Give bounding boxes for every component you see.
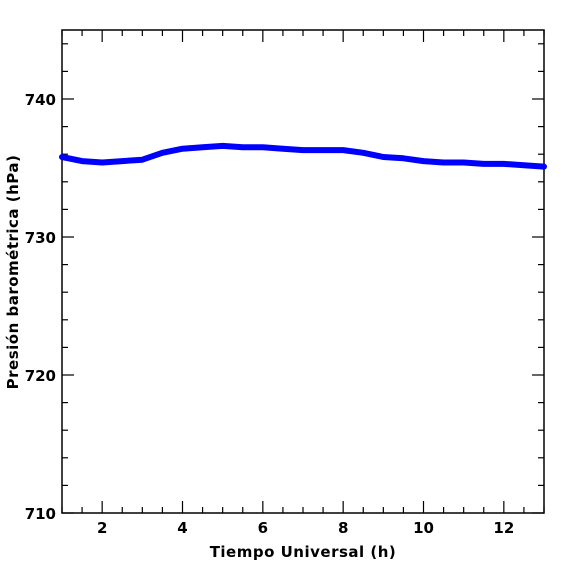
- x-tick-label: 12: [493, 519, 514, 537]
- y-axis-label: Presión barométrica (hPa): [4, 155, 22, 390]
- x-tick-label: 8: [338, 519, 348, 537]
- y-tick-label: 740: [25, 91, 56, 109]
- y-tick-label: 730: [25, 229, 56, 247]
- y-tick-label: 720: [25, 367, 56, 385]
- series-layer: [59, 142, 547, 170]
- x-tick-label: 2: [97, 519, 107, 537]
- x-tick-label: 10: [413, 519, 434, 537]
- x-axis-label: Tiempo Universal (h): [210, 543, 397, 561]
- x-tick-label: 6: [258, 519, 268, 537]
- pressure-series-line: [59, 142, 547, 170]
- tick-marks: [61, 30, 545, 514]
- y-tick-label: 710: [25, 505, 56, 523]
- tick-labels: 2 4 6 8 10 12 710 720 730 740: [25, 91, 515, 537]
- x-tick-label: 4: [177, 519, 187, 537]
- plot-frame: [61, 29, 545, 514]
